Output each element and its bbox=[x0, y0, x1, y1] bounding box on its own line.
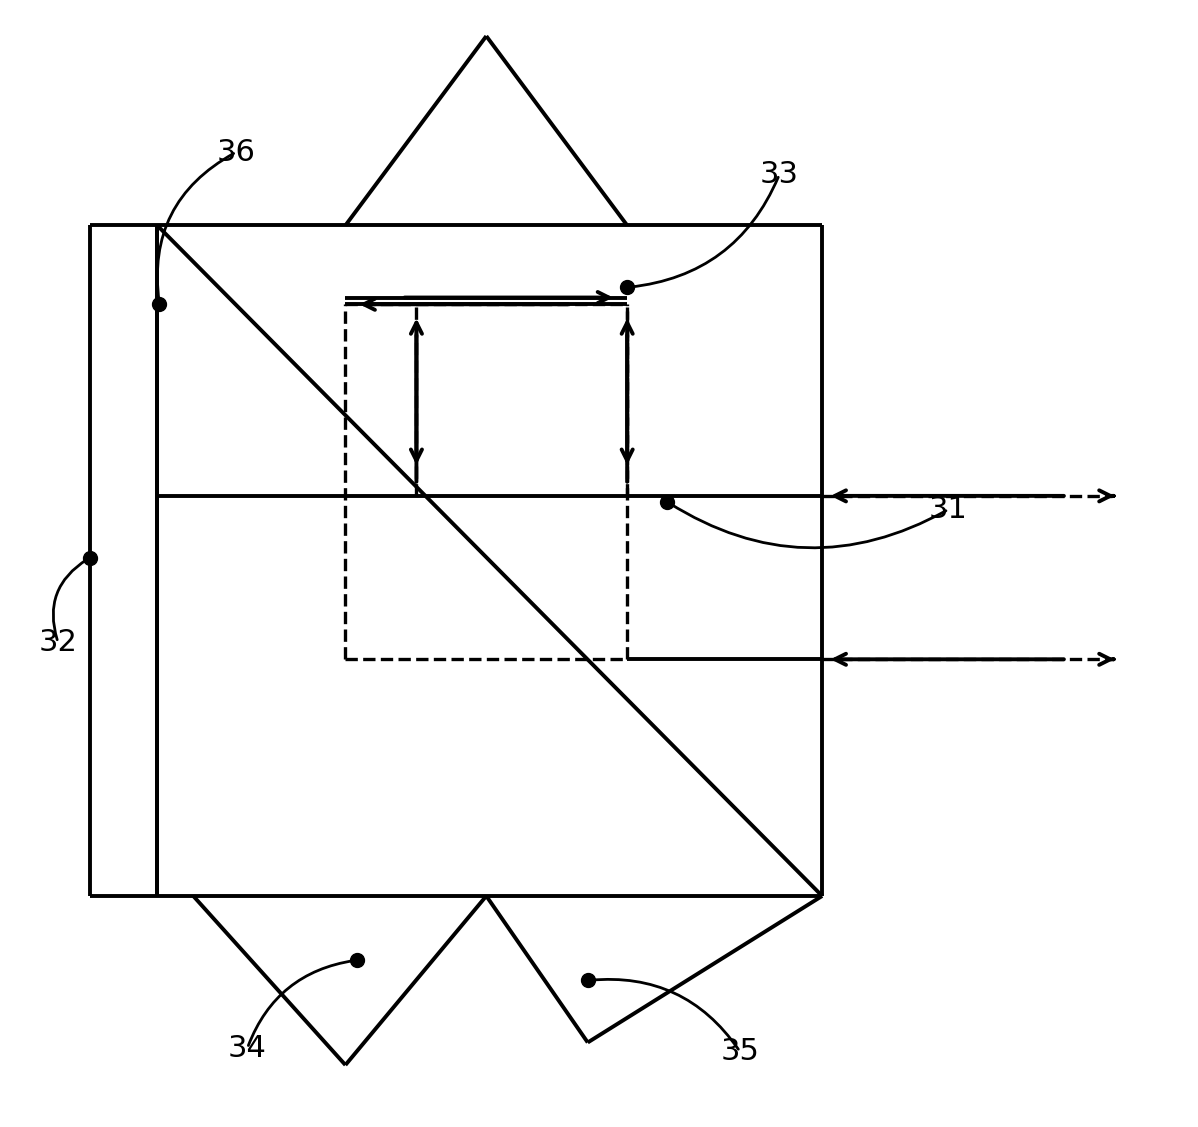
Text: 31: 31 bbox=[928, 495, 968, 524]
Text: 34: 34 bbox=[228, 1033, 267, 1063]
Text: 35: 35 bbox=[720, 1037, 760, 1066]
Text: 33: 33 bbox=[760, 160, 799, 189]
Text: 32: 32 bbox=[38, 628, 78, 657]
Text: 36: 36 bbox=[217, 137, 255, 167]
